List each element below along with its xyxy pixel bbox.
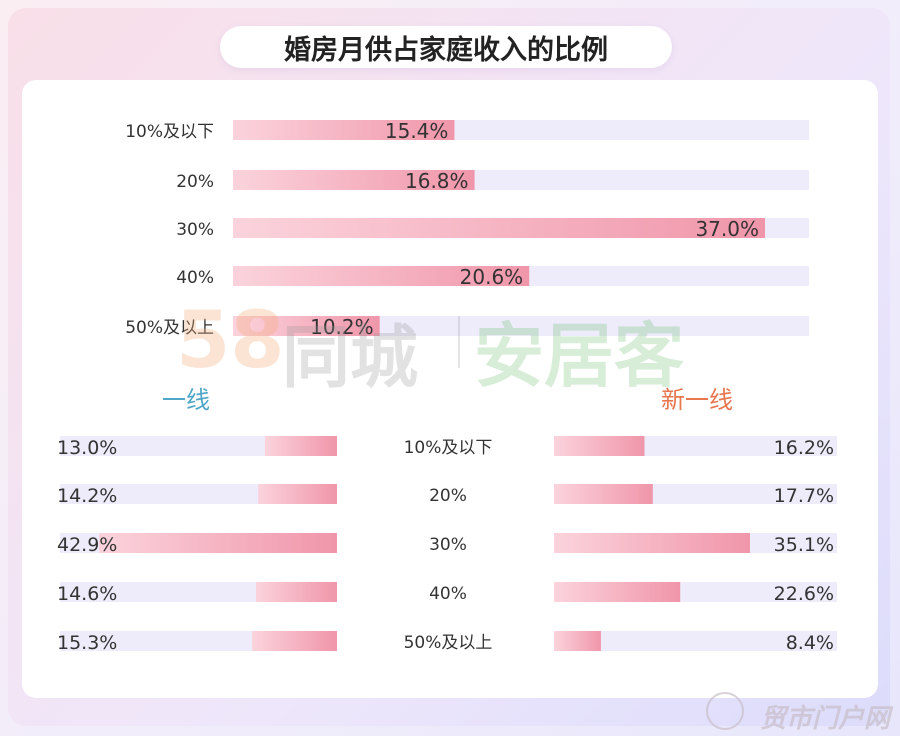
bottom-category-label: 40% (429, 584, 467, 604)
top-value-label: 15.4% (385, 119, 449, 143)
top-bar (233, 316, 380, 336)
tier1-bar (99, 533, 337, 553)
tier1-value-label: 15.3% (57, 632, 117, 654)
tier1-bar (256, 582, 337, 602)
corner-watermark: 贸市门户网 (760, 704, 891, 734)
top-bar (233, 120, 455, 140)
tier1-value-label: 14.6% (57, 583, 117, 605)
top-category-label: 20% (176, 172, 214, 192)
chart-title: 婚房月供占家庭收入的比例 (220, 26, 672, 68)
tier1-value-label: 42.9% (57, 534, 117, 556)
top-bar (233, 170, 475, 190)
tier1-bar (252, 631, 337, 651)
watermark-number: 58 (176, 296, 285, 386)
new-tier1-bar (554, 484, 653, 504)
top-value-label: 10.2% (310, 315, 374, 339)
new-tier1-value-label: 16.2% (774, 437, 834, 459)
top-category-label: 50%及以上 (125, 318, 214, 338)
tier1-value-label: 14.2% (57, 485, 117, 507)
top-category-label: 30% (176, 220, 214, 240)
new-tier1-value-label: 17.7% (774, 485, 834, 507)
tier1-bar (258, 484, 337, 504)
new-tier1-value-label: 22.6% (774, 583, 834, 605)
bottom-category-label: 50%及以上 (404, 633, 493, 653)
top-value-label: 16.8% (405, 169, 469, 193)
tier1-value-label: 13.0% (57, 437, 117, 459)
labels: 10%及以下 15.4% 20% 16.8% 30% 37.0% 40% 20.6% 50%及以… (57, 119, 834, 654)
bottom-category-label: 30% (429, 535, 467, 555)
new-tier1-bar (554, 436, 645, 456)
bottom-category-label: 20% (429, 486, 467, 506)
tier1-bar (264, 436, 337, 456)
new-tier1-bar (554, 533, 750, 553)
new-tier1-bar (554, 631, 601, 651)
top-value-label: 20.6% (460, 265, 524, 289)
top-category-label: 40% (176, 268, 214, 288)
top-category-label: 10%及以下 (125, 122, 214, 142)
new-tier1-title: 新一线 (661, 386, 733, 414)
watermark-product: 安居客 (474, 315, 684, 397)
watermark-divider (458, 316, 460, 368)
bars (99, 120, 765, 651)
new-tier1-value-label: 35.1% (774, 534, 834, 556)
watermark-brand: 同城 (282, 319, 419, 398)
tier1-title: 一线 (162, 386, 210, 414)
corner-logo-icon (706, 692, 744, 730)
top-bar (233, 266, 530, 286)
top-bar (233, 218, 765, 238)
top-value-label: 37.0% (695, 217, 759, 241)
bottom-category-label: 10%及以下 (404, 438, 493, 458)
new-tier1-track (554, 631, 837, 651)
new-tier1-value-label: 8.4% (786, 632, 834, 654)
new-tier1-bar (554, 582, 681, 602)
